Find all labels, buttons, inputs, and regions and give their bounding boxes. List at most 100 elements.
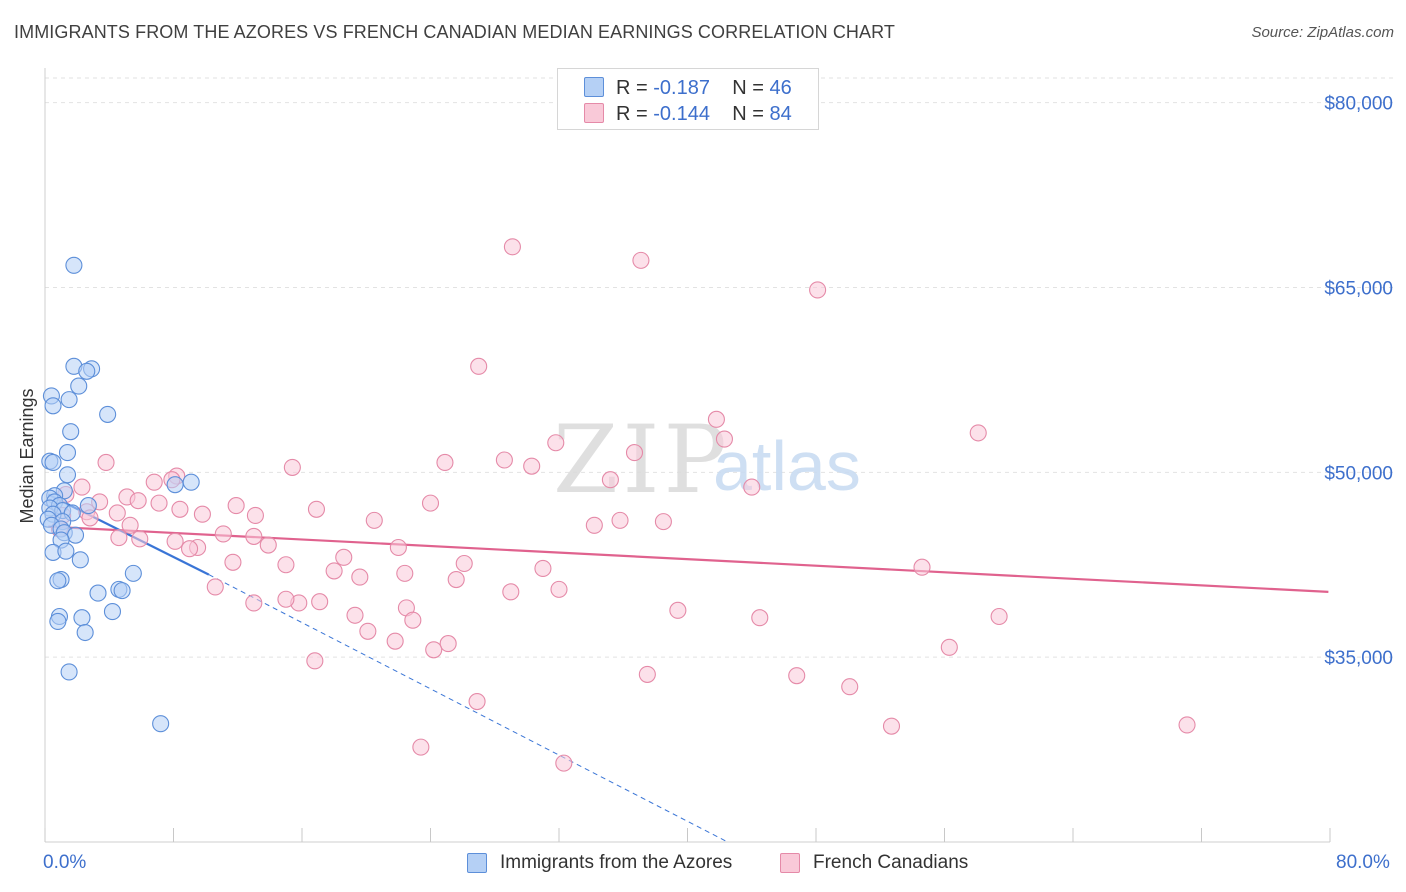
source-label: Source: ZipAtlas.com	[1251, 24, 1394, 41]
point-french-canadians	[193, 505, 211, 523]
point-azores	[60, 391, 78, 409]
point-french-canadians	[396, 564, 414, 582]
point-french-canadians	[365, 511, 383, 529]
point-azores	[44, 397, 62, 415]
point-french-canadians	[743, 478, 761, 496]
point-french-canadians	[277, 590, 295, 608]
point-french-canadians	[715, 430, 733, 448]
trend-line-azores-extension	[208, 574, 728, 843]
point-french-canadians	[181, 540, 199, 558]
point-azores	[89, 584, 107, 602]
legend-label-azores: Immigrants from the Azores	[500, 852, 733, 873]
point-french-canadians	[412, 738, 430, 756]
point-french-canadians	[447, 570, 465, 589]
point-french-canadians	[707, 410, 725, 428]
point-french-canadians	[439, 635, 457, 653]
point-azores	[182, 473, 200, 491]
point-french-canadians	[751, 609, 769, 627]
point-french-canadians	[969, 424, 987, 442]
point-azores	[71, 551, 89, 569]
point-french-canadians	[259, 536, 277, 554]
series-legend: Immigrants from the Azores French Canadi…	[0, 852, 1406, 878]
point-azores	[99, 405, 117, 423]
stats-legend: R = -0.187 N = 46 R = -0.144 N = 84	[557, 68, 819, 130]
point-french-canadians	[585, 516, 603, 534]
point-french-canadians	[306, 652, 324, 670]
y-tick-label: $35,000	[1324, 648, 1393, 669]
point-french-canadians	[809, 281, 827, 299]
point-french-canadians	[421, 494, 440, 512]
point-french-canadians	[788, 667, 806, 685]
series-azores	[39, 256, 200, 733]
point-french-canadians	[386, 632, 404, 650]
point-azores	[79, 497, 97, 515]
r-label: R =	[616, 77, 648, 99]
point-azores	[78, 362, 96, 380]
point-french-canadians	[404, 611, 422, 629]
r-value-azores: -0.187	[653, 77, 710, 99]
point-french-canadians	[503, 238, 521, 256]
point-french-canadians	[131, 530, 149, 548]
point-azores	[49, 612, 67, 630]
point-french-canadians	[470, 357, 488, 375]
french-canadians-legend-swatch	[780, 853, 800, 873]
gridlines	[45, 77, 1393, 658]
point-french-canadians	[502, 583, 520, 601]
point-french-canadians	[283, 458, 301, 476]
n-value-azores: 46	[769, 77, 792, 99]
point-french-canadians	[654, 513, 672, 531]
point-french-canadians	[108, 504, 126, 522]
point-french-canadians	[359, 622, 377, 640]
point-french-canadians	[436, 453, 454, 472]
y-tick-label: $50,000	[1324, 463, 1393, 484]
point-french-canadians	[425, 641, 443, 659]
y-tick-label: $80,000	[1324, 94, 1393, 115]
point-french-canadians	[351, 568, 369, 586]
n-label: N =	[732, 77, 764, 99]
point-french-canadians	[307, 500, 326, 518]
point-azores	[124, 564, 142, 582]
point-french-canadians	[150, 494, 168, 512]
x-tick-min: 0.0%	[43, 852, 87, 873]
legend-label-french-canadians: French Canadians	[813, 852, 969, 873]
point-french-canadians	[121, 516, 139, 534]
trend-lines	[47, 493, 1329, 843]
point-french-canadians	[227, 497, 245, 515]
point-azores	[44, 453, 62, 472]
point-french-canadians	[523, 457, 541, 475]
point-french-canadians	[601, 471, 619, 489]
point-french-canadians	[611, 511, 629, 529]
point-french-canadians	[166, 532, 184, 550]
point-french-canadians	[129, 492, 147, 510]
point-french-canadians	[990, 607, 1008, 626]
point-french-canadians	[455, 554, 473, 573]
watermark-atlas: atlas	[713, 427, 861, 505]
point-french-canadians	[1178, 716, 1196, 734]
point-french-canadians	[389, 538, 407, 557]
point-azores	[49, 572, 67, 590]
point-azores	[103, 603, 122, 621]
point-azores	[57, 542, 75, 560]
x-tick-max: 80.0%	[1336, 852, 1390, 873]
point-french-canadians	[110, 529, 128, 547]
n-label: N =	[732, 103, 764, 125]
point-french-canadians	[547, 434, 565, 452]
point-french-canadians	[555, 754, 573, 772]
point-french-canadians	[632, 251, 650, 269]
point-french-canadians	[145, 473, 163, 491]
y-tick-label: $65,000	[1324, 278, 1393, 299]
point-azores	[152, 715, 170, 733]
point-french-canadians	[638, 665, 656, 683]
point-french-canadians	[495, 451, 513, 469]
point-french-canadians	[214, 525, 232, 543]
point-azores	[70, 377, 88, 395]
point-french-canadians	[625, 444, 644, 462]
watermark-zip: ZIP	[553, 406, 731, 515]
point-french-canadians	[913, 558, 931, 576]
point-french-canadians	[669, 601, 687, 619]
point-french-canadians	[346, 606, 364, 624]
y-axis-label: Median Earnings	[17, 388, 37, 523]
point-french-canadians	[550, 580, 568, 598]
point-french-canadians	[245, 527, 263, 545]
point-french-canadians	[97, 453, 115, 472]
